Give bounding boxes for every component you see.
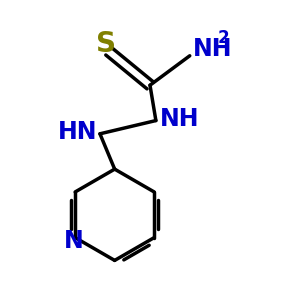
Text: HN: HN xyxy=(58,120,97,144)
Text: 2: 2 xyxy=(218,29,229,47)
Text: S: S xyxy=(96,30,116,58)
Text: NH: NH xyxy=(160,107,200,131)
Text: NH: NH xyxy=(193,37,232,61)
Text: N: N xyxy=(64,229,83,253)
